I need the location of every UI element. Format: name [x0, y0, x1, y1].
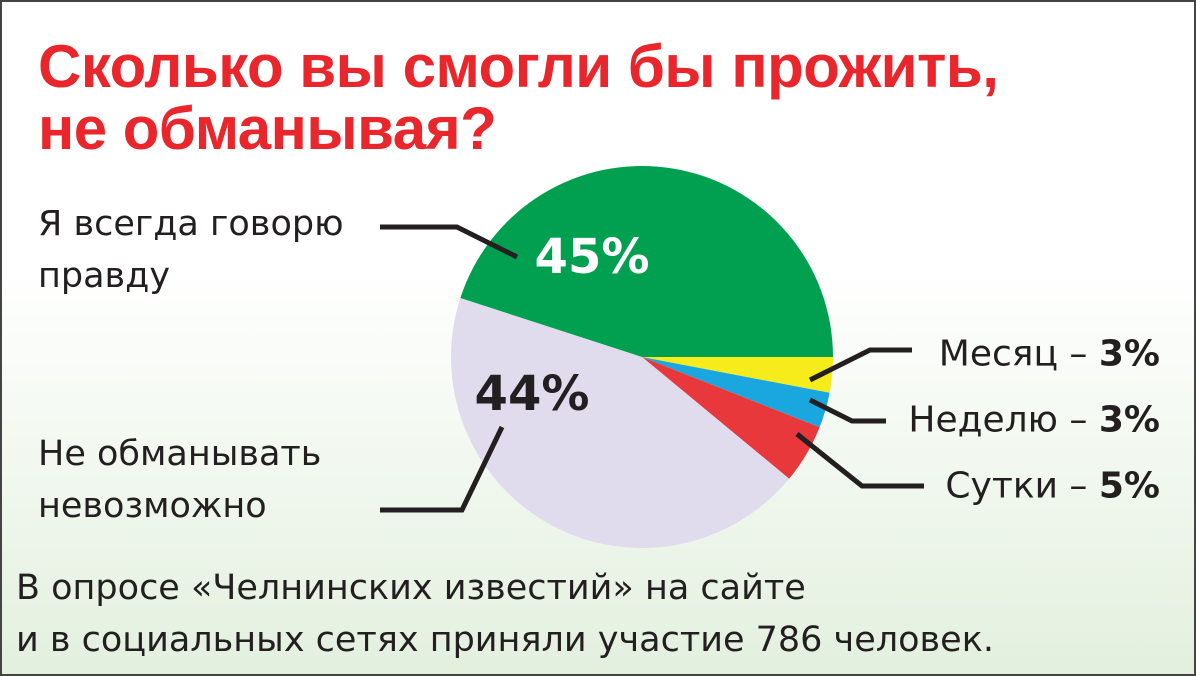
separator: – — [1069, 333, 1088, 375]
title-line: Сколько вы смогли бы прожить, — [38, 33, 999, 100]
leader-lines — [380, 224, 924, 513]
leader-line — [380, 425, 505, 513]
category-label: Сутки — [945, 465, 1058, 507]
leader-line — [808, 347, 912, 383]
category-label: Не обманывать невозможно — [38, 434, 322, 526]
legend-label: Сутки – 5% — [945, 466, 1160, 507]
separator: – — [1069, 465, 1088, 507]
footnote: В опросе «Челнинских известий» на сайте — [16, 568, 806, 608]
title-line: не обманывая? — [38, 95, 497, 162]
value-label: 5% — [1098, 465, 1160, 507]
pie-slice — [642, 357, 833, 393]
pie-slice — [460, 166, 833, 357]
separator: – — [1069, 399, 1088, 441]
leader-line — [380, 224, 519, 260]
value-label: 45% — [534, 229, 650, 285]
leader-line — [808, 397, 886, 424]
category-label: Месяц — [938, 333, 1058, 375]
value-label: 44% — [474, 366, 590, 422]
pie-slice — [642, 357, 830, 428]
pie-slice — [451, 297, 790, 549]
pie-slice — [642, 357, 820, 479]
category-label: Неделю — [908, 399, 1058, 441]
category-label: Я всегда говорю правду — [38, 204, 344, 296]
value-label: 3% — [1098, 333, 1160, 375]
legend-label: Неделю – 3% — [908, 400, 1160, 441]
legend-label: Месяц – 3% — [939, 334, 1160, 375]
footnote: и в социальных сетях приняли участие 786… — [16, 620, 994, 660]
value-label: 3% — [1098, 399, 1160, 441]
leader-line — [795, 432, 924, 489]
